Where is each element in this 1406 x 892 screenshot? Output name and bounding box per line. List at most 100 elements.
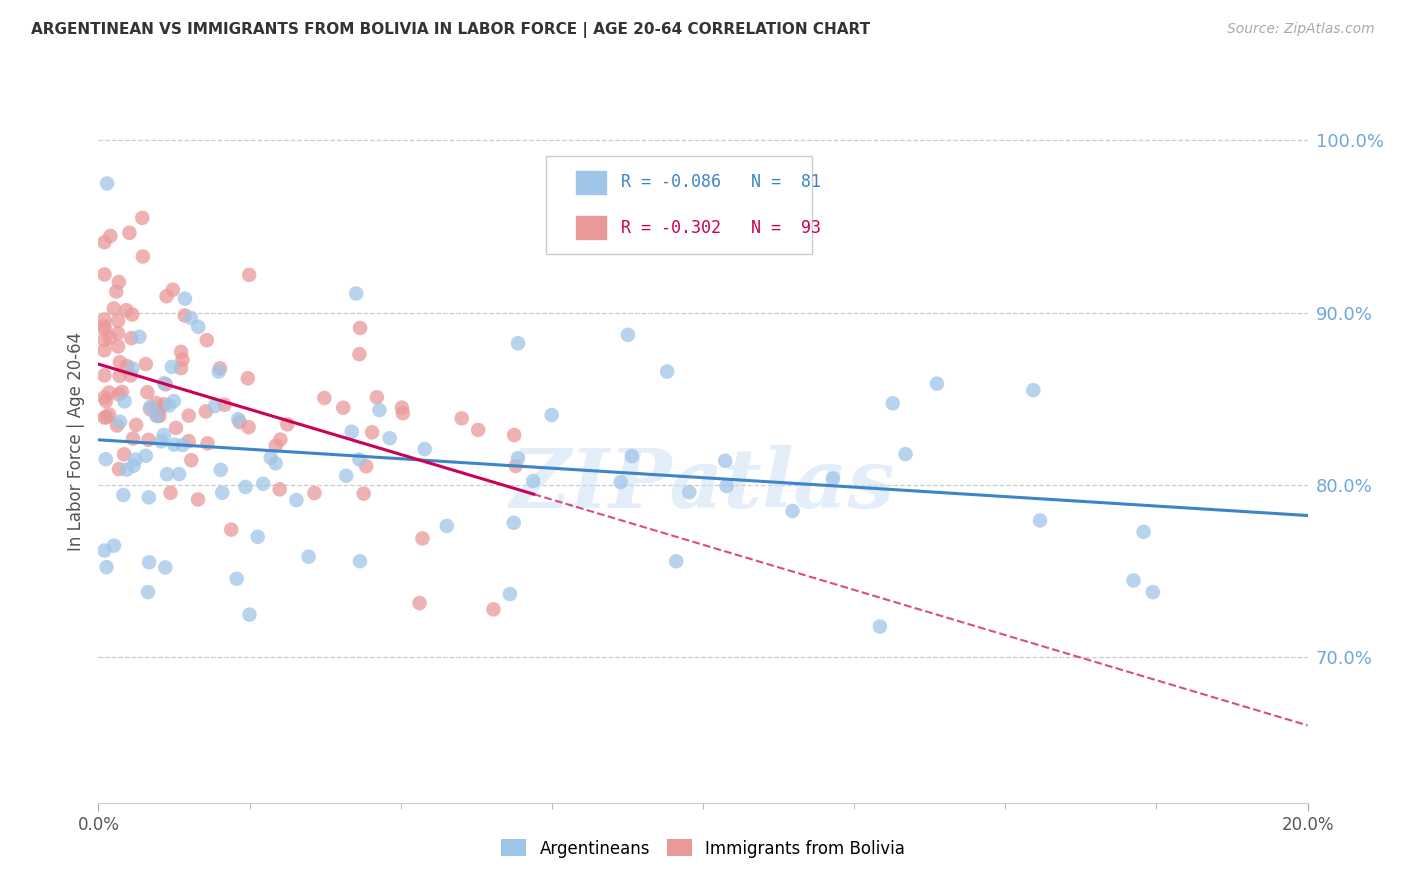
Point bbox=[94, 394, 117, 409]
Point bbox=[246, 530, 269, 544]
Point bbox=[522, 474, 544, 488]
Point bbox=[180, 311, 202, 326]
Point bbox=[503, 428, 526, 442]
Point bbox=[208, 365, 231, 379]
Point bbox=[135, 449, 157, 463]
Point bbox=[128, 330, 150, 344]
Point bbox=[98, 385, 121, 400]
Point bbox=[340, 425, 363, 439]
Point bbox=[115, 462, 138, 476]
Point bbox=[173, 309, 195, 323]
Point bbox=[482, 602, 505, 616]
Point bbox=[170, 345, 193, 359]
Point bbox=[139, 400, 162, 414]
Point bbox=[93, 410, 115, 425]
Point bbox=[103, 539, 125, 553]
Point bbox=[366, 390, 388, 404]
Point bbox=[269, 483, 291, 497]
Point bbox=[107, 326, 129, 341]
Point bbox=[115, 359, 138, 373]
Point bbox=[138, 433, 160, 447]
Point bbox=[174, 292, 197, 306]
Point bbox=[314, 391, 336, 405]
Point bbox=[138, 491, 160, 505]
Point bbox=[167, 467, 190, 482]
Point bbox=[214, 398, 236, 412]
Point bbox=[145, 396, 167, 410]
Point bbox=[93, 312, 115, 326]
Point bbox=[120, 331, 142, 345]
Point bbox=[1142, 585, 1164, 599]
Point bbox=[159, 485, 181, 500]
Point bbox=[194, 404, 217, 418]
Text: R = -0.302   N =  93: R = -0.302 N = 93 bbox=[621, 219, 821, 236]
Point bbox=[617, 327, 640, 342]
Point bbox=[115, 303, 138, 318]
Point bbox=[408, 596, 430, 610]
Point bbox=[502, 516, 524, 530]
Point bbox=[187, 492, 209, 507]
Point bbox=[378, 431, 401, 445]
Point bbox=[450, 411, 472, 425]
Point bbox=[112, 488, 135, 502]
Point bbox=[235, 480, 257, 494]
Point bbox=[1132, 524, 1154, 539]
Point bbox=[103, 301, 125, 316]
Point bbox=[155, 377, 177, 392]
Point bbox=[467, 423, 489, 437]
Point bbox=[344, 286, 367, 301]
Point bbox=[93, 333, 115, 347]
Point bbox=[609, 475, 631, 489]
Point bbox=[285, 493, 308, 508]
Point bbox=[505, 458, 527, 473]
Point bbox=[94, 452, 117, 467]
Point bbox=[177, 409, 200, 423]
Point bbox=[506, 451, 529, 466]
Point bbox=[139, 402, 162, 417]
Point bbox=[153, 376, 176, 391]
Point bbox=[122, 432, 145, 446]
Point bbox=[155, 560, 177, 574]
Point bbox=[226, 412, 249, 426]
Point bbox=[297, 549, 319, 564]
Point bbox=[276, 417, 298, 432]
Point bbox=[225, 572, 247, 586]
Point bbox=[882, 396, 904, 410]
Point bbox=[148, 403, 170, 417]
Point bbox=[332, 401, 354, 415]
Point bbox=[354, 459, 377, 474]
Bar bbox=[576, 170, 606, 194]
Point bbox=[219, 523, 242, 537]
Point bbox=[120, 368, 142, 383]
Point bbox=[114, 394, 136, 409]
Point bbox=[411, 532, 433, 546]
Point bbox=[163, 394, 186, 409]
Point bbox=[107, 314, 129, 328]
Point bbox=[111, 384, 134, 399]
Point bbox=[98, 331, 121, 345]
Point bbox=[540, 408, 562, 422]
Point bbox=[211, 485, 233, 500]
Point bbox=[96, 410, 118, 425]
Point bbox=[197, 436, 219, 450]
Point bbox=[93, 322, 115, 336]
Point bbox=[238, 268, 260, 282]
Point bbox=[108, 415, 131, 429]
Point bbox=[131, 211, 153, 225]
Point bbox=[506, 336, 529, 351]
Point bbox=[107, 387, 129, 401]
Point bbox=[155, 289, 177, 303]
Point bbox=[436, 519, 458, 533]
Point bbox=[121, 361, 143, 376]
Point bbox=[165, 421, 187, 435]
Point bbox=[413, 442, 436, 456]
Point bbox=[782, 504, 804, 518]
Point bbox=[148, 409, 170, 423]
Point bbox=[162, 283, 184, 297]
Point bbox=[108, 462, 131, 476]
Point bbox=[112, 447, 135, 461]
Point bbox=[714, 454, 737, 468]
Point bbox=[98, 229, 121, 244]
Text: R = -0.086   N =  81: R = -0.086 N = 81 bbox=[621, 173, 821, 191]
Point bbox=[93, 319, 115, 334]
